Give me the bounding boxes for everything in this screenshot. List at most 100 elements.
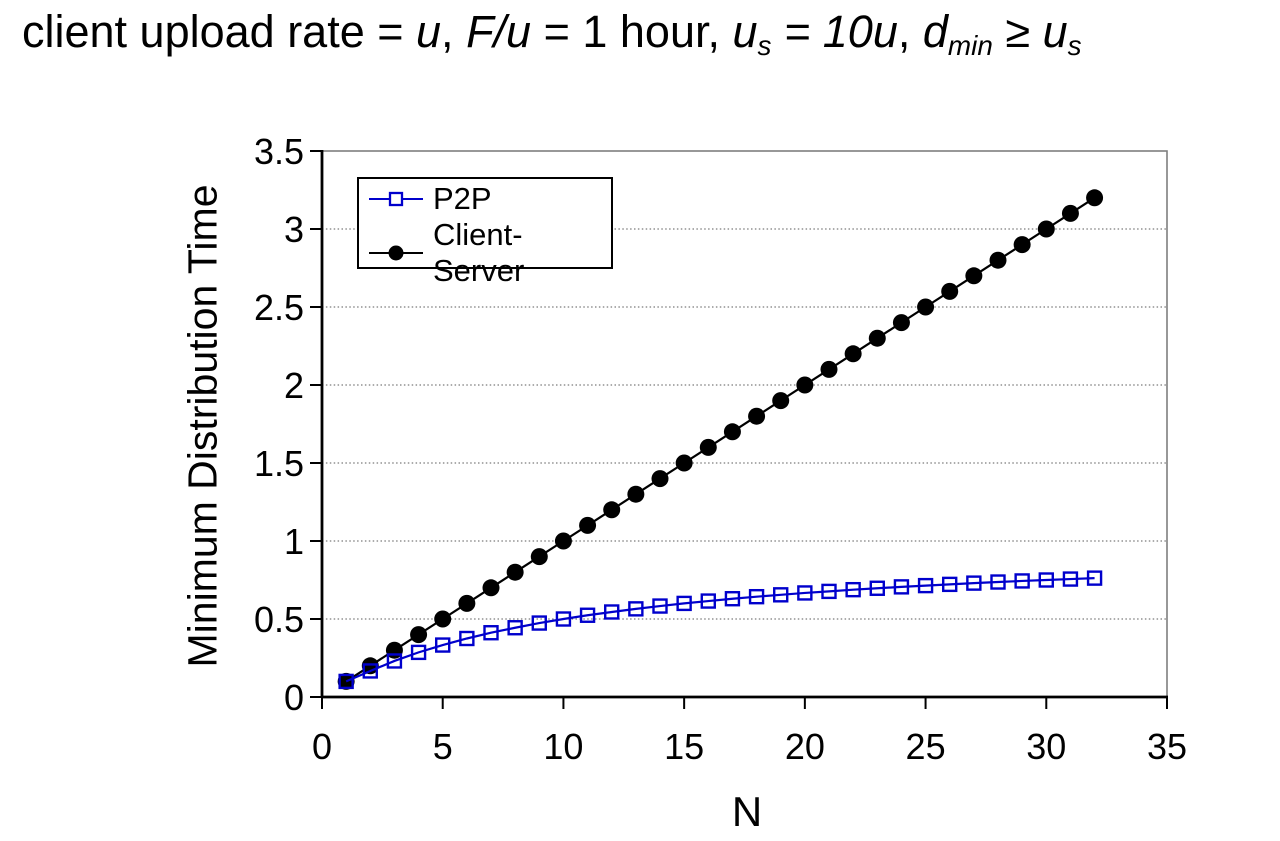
y-tick-label: 1 [284,521,304,562]
data-point-marker [844,345,862,363]
legend: P2P Client-Server [357,177,613,288]
y-tick-label: 2 [284,365,304,406]
data-point-marker [386,653,403,669]
x-tick-label: 15 [664,726,704,767]
data-point-marker [796,376,814,394]
title-segment: F/u [466,6,532,57]
data-point-marker [868,329,886,347]
data-point-marker [797,585,813,601]
data-point-marker [699,438,717,456]
data-point-marker [458,594,476,612]
data-point-marker [772,392,790,410]
chart-title: client upload rate = u, F/u = 1 hour, us… [22,4,1272,64]
data-point-marker [554,532,572,550]
legend-item-client-server: Client-Server [369,217,607,289]
data-point-marker [604,604,620,620]
legend-label-p2p: P2P [433,181,492,216]
data-point-marker [966,575,982,591]
data-point-marker [724,591,741,607]
legend-label-client-server: Client-Server [433,217,525,288]
client-server-line-marker-icon [369,245,423,261]
legend-item-p2p: P2P [369,181,607,217]
data-point-marker [507,620,523,636]
data-point-marker [410,644,427,661]
data-point-marker [892,314,910,332]
data-point-marker [482,579,500,597]
y-tick-label: 2.5 [254,287,304,328]
x-tick-label: 5 [433,726,453,767]
data-point-marker [603,501,621,519]
data-point-marker [410,626,428,644]
x-axis-title: N [731,788,763,835]
data-point-marker [917,577,934,594]
y-tick-label: 3 [284,209,304,250]
data-point-marker [1014,573,1030,589]
data-point-marker [627,485,645,503]
data-point-marker [579,516,597,534]
data-point-marker [989,251,1007,269]
data-point-marker [459,630,475,647]
data-point-marker [773,587,789,603]
data-point-marker [965,267,983,285]
title-segment: d [922,6,948,57]
data-point-marker [917,298,935,316]
p2p-line-marker-icon [369,191,423,207]
x-tick-label: 25 [906,726,946,767]
data-point-marker [990,574,1006,590]
x-tick-label: 10 [543,726,583,767]
title-segment: , [441,6,467,57]
x-tick-label: 35 [1147,726,1187,767]
data-point-marker [628,601,644,617]
y-tick-label: 0 [284,677,304,718]
title-segment: , [897,6,923,57]
data-point-marker [675,454,693,472]
title-segment: min [947,29,993,61]
data-point-marker [821,583,837,600]
data-point-marker [579,607,596,623]
x-tick-label: 30 [1026,726,1066,767]
data-point-marker [530,548,548,566]
title-segment: = 10u [771,6,898,57]
series-line-p2p [345,577,1095,683]
data-point-marker [748,588,765,605]
title-segment: s [757,29,772,61]
x-tick-label: 0 [312,726,332,767]
data-point-marker [338,673,354,690]
data-point-marker [845,581,861,598]
y-tick-label: 0.5 [254,599,304,640]
title-segment: u [416,6,442,57]
data-point-marker [435,637,451,653]
title-segment: ≥ [992,6,1043,57]
data-point-marker [1061,204,1079,222]
data-point-marker [434,610,452,628]
title-segment: client upload rate = [22,6,417,57]
data-point-marker [820,360,838,378]
title-segment: u [1042,6,1068,57]
data-point-marker [748,407,766,425]
data-point-marker [1086,189,1104,207]
y-tick-label: 3.5 [254,131,304,172]
data-point-marker [723,423,741,441]
data-point-marker [1062,571,1079,587]
data-point-marker [555,611,572,627]
y-tick-label: 1.5 [254,443,304,484]
data-point-marker [676,595,692,612]
data-point-marker [652,598,668,614]
data-point-marker [506,563,524,581]
data-point-marker [651,470,669,488]
data-point-marker [941,282,959,300]
data-point-marker [893,579,910,595]
data-point-marker [700,593,716,609]
data-point-marker [531,615,547,631]
x-tick-label: 20 [785,726,825,767]
title-segment: s [1067,29,1082,61]
data-point-marker [1013,236,1031,254]
data-point-marker [483,625,499,641]
data-point-marker [869,580,885,596]
title-segment: u [732,6,758,57]
data-point-marker [1037,220,1055,238]
data-point-marker [362,663,378,679]
title-segment: = 1 hour, [531,6,733,57]
data-point-marker [942,576,958,593]
